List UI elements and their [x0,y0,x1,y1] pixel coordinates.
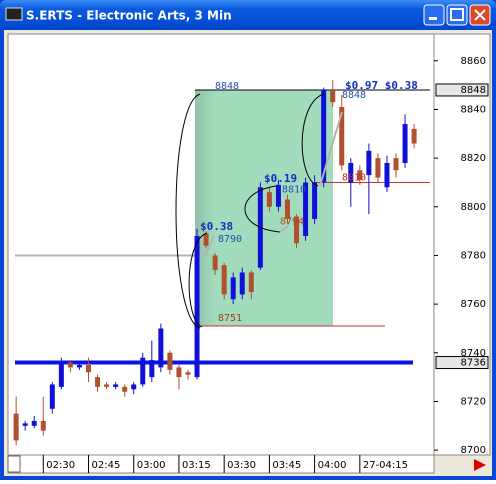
y-tick-label: 8780 [461,250,486,261]
price-label: 8810 [342,172,366,183]
candle-body [366,150,372,176]
candle-body [321,89,327,183]
candle-body [194,235,200,378]
y-tick-label: 8860 [461,56,486,67]
y-tick-label: 8820 [461,153,486,164]
arc [175,93,201,329]
y-tick-label: 8740 [461,348,486,359]
candle-body [67,362,73,368]
minimize-icon [429,17,437,20]
candle-body [113,384,119,387]
candle-body [13,413,19,441]
candle-body [131,384,137,390]
close-icon [474,9,486,21]
candle-body [411,128,417,144]
candle-body [203,233,209,246]
zone-shade [195,89,333,327]
candle-body [248,272,254,292]
candle-body [339,107,345,166]
candle-body [49,384,55,409]
y-tick-label: 8800 [461,202,486,213]
price-label: 8790 [218,234,242,245]
candle-body [357,170,363,181]
axis-marker [435,356,489,370]
arc [188,232,208,328]
candle-body [58,362,64,387]
price-label: 8848 [215,81,239,92]
candle-body [31,420,37,426]
title-bar [0,0,496,30]
plot-layer [13,80,430,446]
candle-body [230,277,236,300]
x-tick-label: 04:00 [318,460,347,471]
maximize-icon [450,8,464,21]
candle-body [149,360,155,378]
candle-body [330,89,336,103]
candle-body [239,272,245,295]
candle-body [22,423,28,426]
candle-body [167,352,173,370]
x-tick-label: 02:30 [46,460,75,471]
x-tick-label: 03:00 [137,460,166,471]
candle-body [294,216,300,244]
candle-body [284,199,290,219]
window-title: S.ERTS - Electronic Arts, 3 Min [26,9,232,23]
annotation: $0.38 [200,220,233,233]
scroll-box[interactable] [7,455,21,473]
x-tick-label: 27-04:15 [363,460,408,471]
axis-marker-label: 8848 [461,85,486,96]
price-label: 8848 [342,90,366,101]
trend-line [204,111,343,257]
price-label: 8810 [282,184,306,195]
candle-body [95,377,101,387]
x-tick-label: 03:45 [272,460,301,471]
scroll-arrow[interactable] [474,459,486,471]
candle-body [140,357,146,385]
candle-body [375,158,381,178]
candle-body [348,162,354,183]
annotation: $0.19 [264,172,297,185]
candle-body [402,124,408,163]
arc [244,185,281,233]
annotation: $0.97 $0.38 [345,79,418,92]
x-tick-label: 02:45 [91,460,120,471]
y-tick-label: 8700 [461,445,486,456]
candle-body [393,158,399,171]
candle-body [176,367,182,378]
candle-body [85,364,91,373]
minimize-button[interactable] [423,4,445,26]
arc [301,93,325,187]
candle-body [122,386,128,392]
price-label: 8794 [280,216,304,227]
x-tick-label: 03:15 [182,460,211,471]
candle-body [275,184,281,207]
candle-body [221,265,227,295]
candle-body [158,328,164,368]
drawing-arcs [175,93,343,329]
candle-body [384,162,390,188]
y-tick-label: 8760 [461,299,486,310]
candle-body [185,372,191,375]
candle-body [104,384,110,387]
axis-marker [435,83,489,97]
y-tick-label: 8840 [461,104,486,115]
candle-body [40,420,46,431]
candle-body [76,364,82,368]
candle-body [212,255,218,271]
y-tick-label: 8720 [461,396,486,407]
candle-body [266,192,272,207]
app-icon [5,7,23,21]
axis-marker-label: 8736 [461,358,486,369]
x-tick-label: 03:30 [227,460,256,471]
candle-body [303,182,309,236]
price-label: 8751 [218,313,242,324]
candle-body [312,182,318,219]
price-axis [433,33,491,456]
